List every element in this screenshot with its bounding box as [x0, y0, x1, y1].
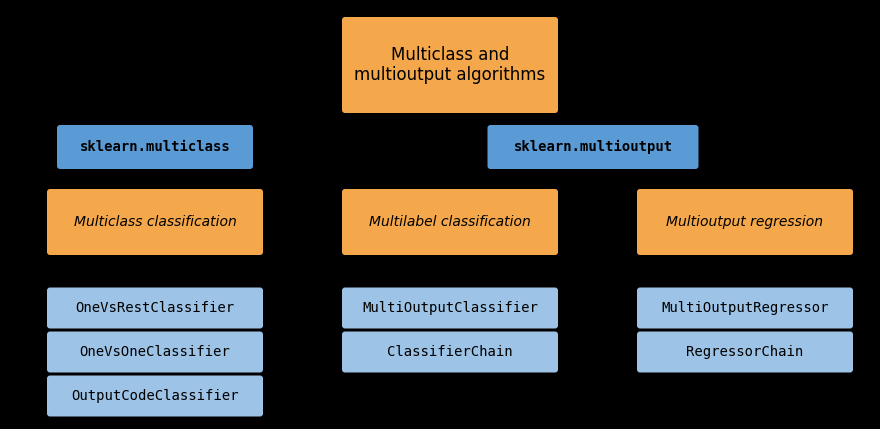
Text: sklearn.multiclass: sklearn.multiclass [79, 140, 231, 154]
Text: MultiOutputRegressor: MultiOutputRegressor [661, 301, 829, 315]
FancyBboxPatch shape [57, 125, 253, 169]
FancyBboxPatch shape [47, 287, 263, 329]
FancyBboxPatch shape [47, 332, 263, 372]
FancyBboxPatch shape [637, 287, 853, 329]
FancyBboxPatch shape [342, 17, 558, 113]
Text: MultiOutputClassifier: MultiOutputClassifier [362, 301, 538, 315]
Text: OneVsRestClassifier: OneVsRestClassifier [76, 301, 235, 315]
FancyBboxPatch shape [637, 332, 853, 372]
Text: sklearn.multioutput: sklearn.multioutput [513, 140, 672, 154]
Text: ClassifierChain: ClassifierChain [387, 345, 513, 359]
Text: OneVsOneClassifier: OneVsOneClassifier [79, 345, 231, 359]
Text: OutputCodeClassifier: OutputCodeClassifier [71, 389, 238, 403]
FancyBboxPatch shape [47, 189, 263, 255]
FancyBboxPatch shape [47, 375, 263, 417]
FancyBboxPatch shape [342, 287, 558, 329]
Text: Multilabel classification: Multilabel classification [369, 215, 531, 229]
FancyBboxPatch shape [342, 189, 558, 255]
FancyBboxPatch shape [342, 332, 558, 372]
FancyBboxPatch shape [488, 125, 699, 169]
FancyBboxPatch shape [637, 189, 853, 255]
Text: Multioutput regression: Multioutput regression [666, 215, 824, 229]
Text: Multiclass classification: Multiclass classification [74, 215, 237, 229]
Text: Multiclass and
multioutput algorithms: Multiclass and multioutput algorithms [355, 45, 546, 85]
Text: RegressorChain: RegressorChain [686, 345, 803, 359]
